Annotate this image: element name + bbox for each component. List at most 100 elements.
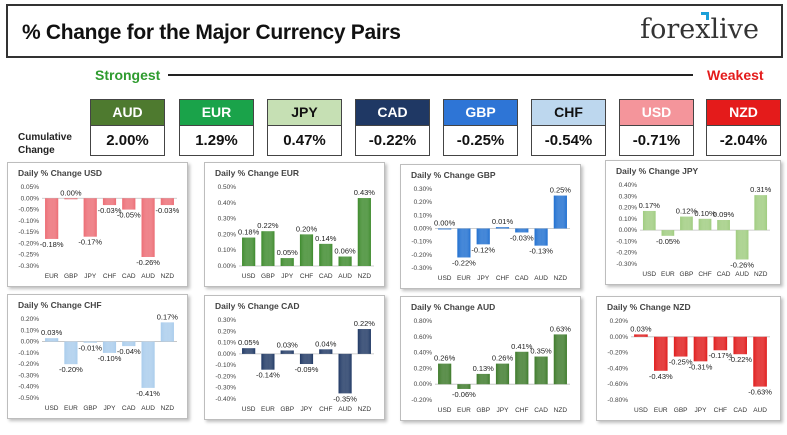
bar-shade xyxy=(735,230,749,260)
chart-title: Daily % Change CHF xyxy=(18,300,102,310)
category-label: NZD xyxy=(554,275,568,282)
category-label: CAD xyxy=(122,405,136,412)
data-label: -0.05% xyxy=(117,211,141,220)
data-label: -0.03% xyxy=(510,233,534,242)
bar-shade xyxy=(242,237,256,266)
bar-shade xyxy=(122,341,136,347)
bar-shade xyxy=(319,243,333,266)
bar-shade xyxy=(160,322,174,342)
currency-rank-jpy: JPY 0.47% xyxy=(267,99,342,156)
bar-shade xyxy=(299,353,314,365)
bar-shade xyxy=(553,334,567,385)
data-label: -0.06% xyxy=(452,390,476,399)
y-tick-label: 0.20% xyxy=(218,328,237,335)
y-tick-label: 0.05% xyxy=(21,184,40,191)
bar-shade xyxy=(83,341,97,343)
category-label: GBP xyxy=(261,273,275,280)
y-tick-label: -0.15% xyxy=(18,229,39,236)
data-label: -0.20% xyxy=(59,365,83,374)
y-tick-label: -0.30% xyxy=(215,385,236,392)
category-label: AUD xyxy=(141,273,155,280)
bar-shade xyxy=(698,218,712,231)
category-label: CHF xyxy=(103,273,116,280)
bar-shade xyxy=(438,228,452,230)
currency-rank-chf: CHF -0.54% xyxy=(531,99,606,156)
bar-shade xyxy=(733,336,747,355)
bar-shade xyxy=(642,210,656,231)
data-label: 0.13% xyxy=(473,364,495,373)
cumulative-value: 0.47% xyxy=(267,126,342,156)
y-tick-label: -0.80% xyxy=(607,397,628,404)
data-label: 0.00% xyxy=(60,188,82,197)
currency-rank-cad: CAD -0.22% xyxy=(355,99,430,156)
y-tick-label: 0.30% xyxy=(619,193,638,200)
category-label: AUD xyxy=(735,271,749,278)
y-tick-label: 0.00% xyxy=(218,263,237,270)
bar-shade xyxy=(534,228,548,246)
data-label: 0.06% xyxy=(334,247,356,256)
data-label: 0.05% xyxy=(238,338,260,347)
category-label: CHF xyxy=(515,407,528,414)
category-label: EUR xyxy=(45,273,59,280)
chart-panel: Daily % Change CAD 0.30% 0.20% 0.10% 0.00% -0… xyxy=(204,295,385,420)
bar-shade xyxy=(45,338,59,342)
currency-header: EUR xyxy=(179,99,254,126)
y-tick-label: -0.40% xyxy=(215,396,236,403)
y-tick-label: 0.00% xyxy=(619,227,638,234)
strength-arrow-line xyxy=(168,74,693,76)
category-label: JPY xyxy=(477,275,490,282)
bar-shade xyxy=(45,198,59,239)
bar-shade xyxy=(160,198,174,206)
cumulative-value: 2.00% xyxy=(90,126,165,156)
data-label: -0.14% xyxy=(256,371,280,380)
bar-shade xyxy=(673,336,688,357)
bar-shade xyxy=(515,351,529,385)
bar-shade xyxy=(693,336,708,362)
data-label: -0.04% xyxy=(117,347,141,356)
data-label: -0.31% xyxy=(689,362,713,371)
y-tick-label: 0.10% xyxy=(218,247,237,254)
data-label: 0.10% xyxy=(694,209,716,218)
y-tick-label: -0.40% xyxy=(607,365,628,372)
y-tick-label: 0.10% xyxy=(619,216,638,223)
data-label: 0.26% xyxy=(434,354,456,363)
cumulative-value: -0.71% xyxy=(619,126,694,156)
data-label: 0.35% xyxy=(530,347,552,356)
data-label: -0.09% xyxy=(295,365,319,374)
bar-shade xyxy=(64,198,78,200)
category-label: JPY xyxy=(104,405,117,412)
chart-title: Daily % Change AUD xyxy=(411,302,495,312)
category-label: CAD xyxy=(319,273,333,280)
bar-shade xyxy=(141,198,155,257)
currency-header: GBP xyxy=(443,99,518,126)
currency-header: NZD xyxy=(706,99,781,126)
data-label: -0.17% xyxy=(78,238,102,247)
y-tick-label: 0.20% xyxy=(414,199,433,206)
chart-panel: Daily % Change GBP 0.30% 0.20% 0.10% 0.00% -0… xyxy=(400,164,581,289)
bar-shade xyxy=(438,363,452,385)
data-label: 0.03% xyxy=(277,340,299,349)
category-label: EUR xyxy=(457,275,471,282)
forexlive-logo: forexlive xyxy=(640,14,759,45)
category-label: AUD xyxy=(338,273,352,280)
category-label: JPY xyxy=(301,406,314,413)
y-tick-label: -0.30% xyxy=(616,261,637,268)
data-label: -0.63% xyxy=(748,388,772,397)
y-tick-label: 0.10% xyxy=(21,327,40,334)
y-tick-label: -0.20% xyxy=(411,397,432,404)
currency-rank-nzd: NZD -2.04% xyxy=(706,99,781,156)
category-label: USD xyxy=(438,275,452,282)
data-label: -0.05% xyxy=(656,237,680,246)
currency-rank-gbp: GBP -0.25% xyxy=(443,99,518,156)
bar-chart: Daily % Change CAD 0.30% 0.20% 0.10% 0.00% -0… xyxy=(215,301,375,413)
category-label: CAD xyxy=(515,275,529,282)
y-tick-label: -0.10% xyxy=(616,238,637,245)
data-label: -0.22% xyxy=(452,258,476,267)
category-label: EUR xyxy=(64,405,78,412)
y-tick-label: 0.20% xyxy=(218,231,237,238)
chart-title: Daily % Change CAD xyxy=(215,301,300,311)
category-label: CHF xyxy=(319,406,332,413)
category-label: JPY xyxy=(281,273,294,280)
data-label: -0.26% xyxy=(730,260,754,269)
y-tick-label: 0.50% xyxy=(218,184,237,191)
